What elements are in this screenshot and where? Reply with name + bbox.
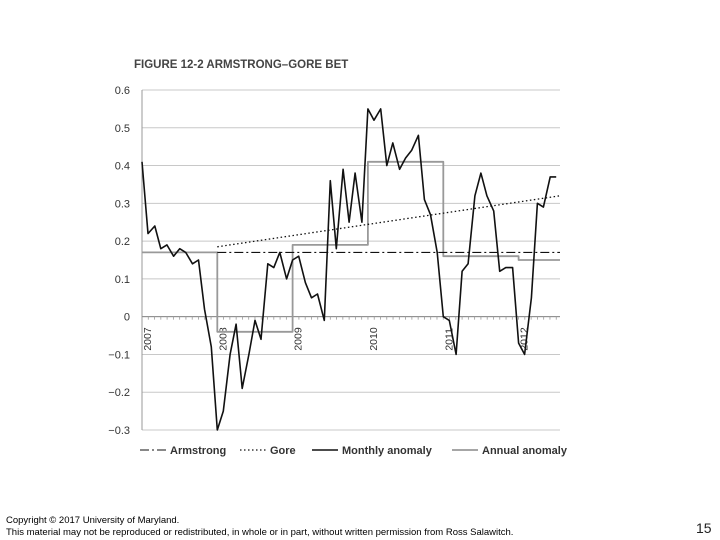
legend-label-armstrong: Armstrong xyxy=(170,445,226,457)
legend-label-annual: Annual anomaly xyxy=(482,445,568,457)
copyright-line: Copyright © 2017 University of Maryland. xyxy=(6,515,180,526)
legend-label-gore: Gore xyxy=(270,445,296,457)
year-label: 2010 xyxy=(368,327,380,351)
year-label: 2007 xyxy=(142,327,154,351)
y-tick-label: −0.3 xyxy=(108,425,130,437)
year-label: 2008 xyxy=(217,327,229,351)
y-tick-label: 0.5 xyxy=(115,123,130,135)
y-tick-label: 0.3 xyxy=(115,198,130,210)
page-number: 15 xyxy=(696,520,712,536)
copyright-footer: Copyright © 2017 University of Maryland.… xyxy=(6,515,513,539)
y-axis-ticks: 0.6 0.5 0.4 0.3 0.2 0.1 0 −0.1 −0.2 −0.3 xyxy=(108,85,130,437)
series-line-annual xyxy=(142,160,560,333)
y-tick-label: 0 xyxy=(124,312,130,324)
y-tick-label: 0.2 xyxy=(115,236,130,248)
x-axis-year-labels: 2007 2008 2009 2010 2011 2012 xyxy=(142,327,531,351)
series-line-gore xyxy=(217,195,561,248)
legend-label-monthly: Monthly anomaly xyxy=(342,445,433,457)
y-tick-label: −0.2 xyxy=(108,387,130,399)
y-tick-label: 0.1 xyxy=(115,274,130,286)
chart-title: FIGURE 12-2 ARMSTRONG–GORE BET xyxy=(134,59,348,71)
series-lines xyxy=(141,108,561,431)
y-tick-label: 0.6 xyxy=(115,85,130,97)
series-line-monthly xyxy=(141,108,557,431)
y-tick-label: 0.4 xyxy=(115,161,130,173)
permission-notice: This material may not be reproduced or r… xyxy=(6,527,514,538)
y-tick-label: −0.1 xyxy=(108,349,130,361)
year-label: 2009 xyxy=(293,327,305,351)
legend: Armstrong Gore Monthly anomaly Annual anoma… xyxy=(140,445,568,457)
grid-lines xyxy=(141,89,560,431)
